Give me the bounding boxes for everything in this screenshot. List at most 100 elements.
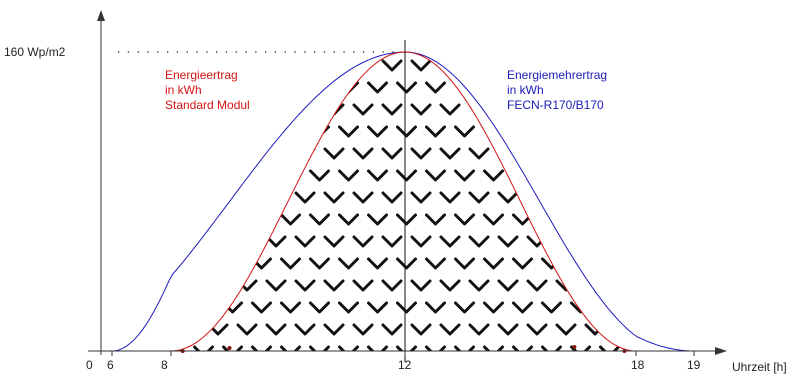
x-tick-label-19: 19	[687, 358, 701, 372]
hatch-chevron	[251, 257, 272, 270]
hatch-chevron	[584, 147, 606, 160]
hatch-chevron	[171, 257, 185, 270]
hatch-chevron	[193, 125, 214, 138]
hatch-chevron	[439, 323, 461, 336]
y-axis-max-label: 160 Wp/m2	[4, 45, 66, 59]
hatch-chevron	[613, 235, 635, 248]
hatch-chevron	[309, 213, 330, 226]
hatch-chevron	[644, 281, 662, 290]
hatch-chevron	[381, 323, 403, 336]
hatch-chevron	[483, 169, 504, 182]
hatch-chevron	[396, 213, 417, 226]
hatch-chevron	[251, 169, 272, 182]
x-tick-label-8: 8	[161, 358, 168, 372]
hatch-chevron	[251, 81, 272, 94]
hatch-chevron	[454, 169, 475, 182]
hatch-chevron	[222, 81, 243, 94]
hatch-chevron	[236, 279, 258, 292]
hatch-chevron	[352, 279, 374, 292]
hatch-chevron	[570, 125, 591, 138]
hatch-chevron	[171, 213, 185, 226]
hatch-chevron	[265, 191, 287, 204]
fecn-yield-label: Energiemehrertrag in kWh FECN-R170/B170	[507, 68, 610, 112]
hatch-chevron	[171, 125, 185, 138]
hatch-chevron	[309, 345, 330, 351]
hatch-chevron	[570, 213, 591, 226]
hatch-chevron	[599, 213, 620, 226]
hatch-chevron	[352, 235, 374, 248]
hatch-chevron	[541, 301, 562, 314]
hatch-chevron	[483, 301, 504, 314]
hatch-chevron	[151, 149, 169, 158]
hatch-chevron	[454, 213, 475, 226]
hatch-chevron	[425, 125, 446, 138]
hatch-chevron	[613, 59, 635, 72]
hatch-chevron	[222, 125, 243, 138]
hatch-chevron	[425, 301, 446, 314]
hatch-chevron	[222, 169, 243, 182]
hatch-chevron	[265, 103, 287, 116]
hatch-chevron	[236, 235, 258, 248]
hatch-chevron	[628, 301, 636, 314]
hatch-chevron	[207, 279, 229, 292]
hatch-chevron	[512, 301, 533, 314]
hatch-chevron	[483, 257, 504, 270]
hatch-chevron	[541, 125, 562, 138]
hatch-chevron	[323, 279, 345, 292]
hatch-chevron	[193, 301, 214, 314]
hatch-chevron	[425, 345, 446, 351]
hatch-chevron	[207, 191, 229, 204]
hatch-chevron	[207, 235, 229, 248]
hatch-chevron	[222, 301, 243, 314]
hatch-chevron	[570, 81, 591, 94]
hatch-chevron	[468, 147, 490, 160]
hatch-chevron	[151, 325, 169, 334]
hatch-chevron	[628, 125, 636, 138]
hatch-chevron	[644, 237, 662, 246]
hatch-chevron	[280, 301, 301, 314]
x-tick-label-18: 18	[631, 358, 645, 372]
hatch-chevron	[280, 169, 301, 182]
hatch-chevron	[555, 235, 577, 248]
hatch-chevron	[193, 345, 214, 351]
curve-edge-dot	[572, 345, 577, 349]
hatch-chevron	[599, 257, 620, 270]
hatch-chevron	[628, 81, 636, 94]
standard-yield-curve	[170, 51, 637, 352]
hatch-chevron	[151, 281, 169, 290]
hatch-chevron	[280, 257, 301, 270]
hatch-chevron	[367, 169, 388, 182]
hatch-chevron	[584, 235, 606, 248]
hatch-chevron	[323, 235, 345, 248]
hatch-chevron	[294, 279, 316, 292]
hatch-chevron	[367, 213, 388, 226]
hatch-chevron	[151, 193, 169, 202]
hatch-chevron	[439, 59, 461, 72]
hatch-chevron	[352, 147, 374, 160]
hatch-chevron	[171, 301, 185, 314]
hatch-chevron	[541, 169, 562, 182]
hatch-chevron	[613, 103, 635, 116]
hatch-chevron	[497, 279, 519, 292]
hatch-chevron	[178, 147, 200, 160]
hatch-chevron	[396, 169, 417, 182]
hatch-chevron	[644, 61, 662, 70]
hatch-chevron	[294, 191, 316, 204]
standard-yield-label: Energieertrag in kWh Standard Modul	[165, 68, 250, 112]
hatch-chevron	[367, 345, 388, 351]
x-axis-arrow	[715, 347, 727, 355]
hatch-chevron	[178, 191, 200, 204]
hatch-chevron	[251, 301, 272, 314]
hatch-chevron	[396, 125, 417, 138]
x-tick-label-6: 6	[107, 358, 114, 372]
hatch-chevron	[323, 323, 345, 336]
hatch-chevron	[468, 323, 490, 336]
hatch-chevron	[193, 257, 214, 270]
origin-label: 0	[86, 358, 93, 372]
hatch-chevron	[193, 169, 214, 182]
hatch-chevron	[265, 59, 287, 72]
hatch-chevron	[178, 323, 200, 336]
hatch-chevron	[613, 147, 635, 160]
hatch-chevron	[265, 235, 287, 248]
hatch-chevron	[512, 125, 533, 138]
